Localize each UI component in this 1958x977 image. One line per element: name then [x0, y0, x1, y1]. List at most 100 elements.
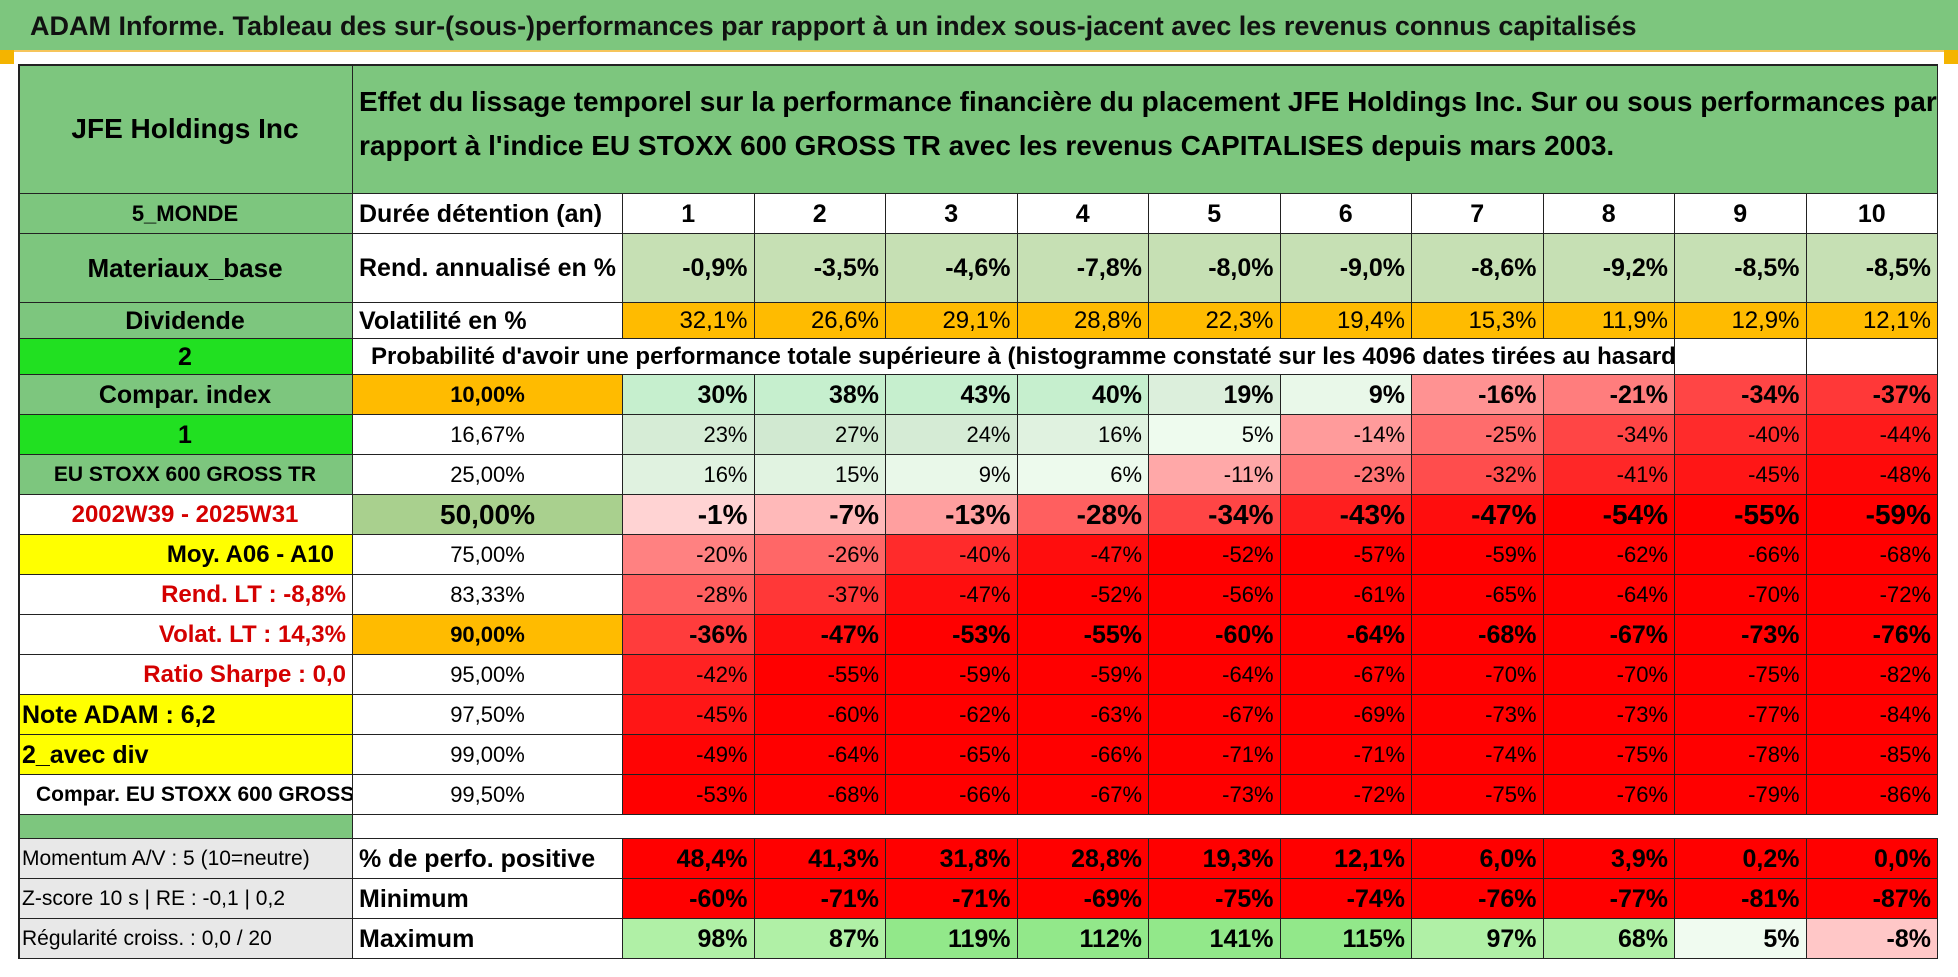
empty-cell[interactable] — [1675, 339, 1807, 375]
quantile-value-cell[interactable]: -69% — [1280, 695, 1412, 735]
quantile-value-cell[interactable]: -34% — [1675, 375, 1807, 415]
quantile-value-cell[interactable]: -28% — [1017, 495, 1149, 535]
zscore-label[interactable]: Z-score 10 s | RE : -0,1 | 0,2 — [18, 879, 353, 919]
year-header[interactable]: 8 — [1543, 194, 1675, 234]
volatility-cell[interactable]: 32,1% — [623, 303, 755, 339]
quantile-value-cell[interactable]: -73% — [1675, 615, 1807, 655]
probability-caption[interactable]: Probabilité d'avoir une performance tota… — [353, 339, 1675, 375]
quantile-value-cell[interactable]: -72% — [1280, 775, 1412, 815]
minimum-cell[interactable]: -77% — [1543, 879, 1675, 919]
quantile-value-cell[interactable]: -7% — [754, 495, 886, 535]
year-header[interactable]: 4 — [1017, 194, 1149, 234]
quantile-value-cell[interactable]: -59% — [1412, 535, 1544, 575]
sector-label[interactable]: Materiaux_base — [18, 234, 353, 303]
volatility-cell[interactable]: 12,9% — [1675, 303, 1807, 339]
quantile-value-cell[interactable]: -41% — [1543, 455, 1675, 495]
dividend-label[interactable]: Dividende — [18, 303, 353, 339]
maximum-cell[interactable]: 98% — [623, 919, 755, 959]
maximum-cell[interactable]: 119% — [886, 919, 1018, 959]
quantile-value-cell[interactable]: 16% — [623, 455, 755, 495]
minimum-cell[interactable]: -87% — [1806, 879, 1938, 919]
annual-return-cell[interactable]: -8,5% — [1675, 234, 1807, 303]
annual-return-cell[interactable]: -9,2% — [1543, 234, 1675, 303]
quantile-value-cell[interactable]: -62% — [1543, 535, 1675, 575]
positive-perf-cell[interactable]: 28,8% — [1017, 839, 1149, 879]
maximum-cell[interactable]: 97% — [1412, 919, 1544, 959]
quantile-value-cell[interactable]: -75% — [1412, 775, 1544, 815]
minimum-cell[interactable]: -75% — [1149, 879, 1281, 919]
quantile-value-cell[interactable]: -76% — [1806, 615, 1938, 655]
positive-perf-cell[interactable]: 0,2% — [1675, 839, 1807, 879]
quantile-label[interactable]: 50,00% — [353, 495, 623, 535]
quantile-value-cell[interactable]: -73% — [1543, 695, 1675, 735]
quantile-value-cell[interactable]: -68% — [1412, 615, 1544, 655]
quantile-value-cell[interactable]: -61% — [1280, 575, 1412, 615]
quantile-label[interactable]: 25,00% — [353, 455, 623, 495]
volatility-cell[interactable]: 26,6% — [754, 303, 886, 339]
quantile-value-cell[interactable]: 24% — [886, 415, 1018, 455]
quantile-value-cell[interactable]: -55% — [1017, 615, 1149, 655]
annual-return-cell[interactable]: -8,0% — [1149, 234, 1281, 303]
quantile-value-cell[interactable]: -43% — [1280, 495, 1412, 535]
quantile-value-cell[interactable]: -71% — [1280, 735, 1412, 775]
spacer-cell[interactable] — [18, 815, 353, 839]
minimum-cell[interactable]: -76% — [1412, 879, 1544, 919]
quantile-value-cell[interactable]: -42% — [623, 655, 755, 695]
positive-perf-cell[interactable]: 48,4% — [623, 839, 755, 879]
quantile-value-cell[interactable]: -23% — [1280, 455, 1412, 495]
minimum-cell[interactable]: -74% — [1280, 879, 1412, 919]
quantile-value-cell[interactable]: -28% — [623, 575, 755, 615]
quantile-value-cell[interactable]: -13% — [886, 495, 1018, 535]
quantile-value-cell[interactable]: 15% — [754, 455, 886, 495]
quantile-value-cell[interactable]: -82% — [1806, 655, 1938, 695]
minimum-cell[interactable]: -71% — [886, 879, 1018, 919]
quantile-value-cell[interactable]: -76% — [1543, 775, 1675, 815]
quantile-value-cell[interactable]: -25% — [1412, 415, 1544, 455]
quantile-label[interactable]: 99,50% — [353, 775, 623, 815]
year-header[interactable]: 1 — [623, 194, 755, 234]
duration-label[interactable]: Durée détention (an) — [353, 194, 623, 234]
quantile-value-cell[interactable]: -45% — [1675, 455, 1807, 495]
quantile-value-cell[interactable]: -53% — [886, 615, 1018, 655]
empty-cell[interactable] — [1806, 339, 1938, 375]
positive-perf-cell[interactable]: 12,1% — [1280, 839, 1412, 879]
quantile-value-cell[interactable]: -64% — [1543, 575, 1675, 615]
maximum-cell[interactable]: 112% — [1017, 919, 1149, 959]
table-description[interactable]: Effet du lissage temporel sur la perform… — [353, 64, 1938, 194]
quantile-label[interactable]: 16,67% — [353, 415, 623, 455]
quantile-value-cell[interactable]: -66% — [1017, 735, 1149, 775]
quantile-label[interactable]: 95,00% — [353, 655, 623, 695]
maximum-cell[interactable]: 115% — [1280, 919, 1412, 959]
maximum-cell[interactable]: 87% — [754, 919, 886, 959]
quantile-value-cell[interactable]: -59% — [886, 655, 1018, 695]
quantile-value-cell[interactable]: 27% — [754, 415, 886, 455]
minimum-cell[interactable]: -71% — [754, 879, 886, 919]
minimum-cell[interactable]: -60% — [623, 879, 755, 919]
volatility-cell[interactable]: 28,8% — [1017, 303, 1149, 339]
quantile-value-cell[interactable]: -47% — [886, 575, 1018, 615]
quantile-value-cell[interactable]: -40% — [886, 535, 1018, 575]
company-name[interactable]: JFE Holdings Inc — [18, 64, 353, 194]
quantile-value-cell[interactable]: 9% — [1280, 375, 1412, 415]
quantile-value-cell[interactable]: -75% — [1543, 735, 1675, 775]
quantile-value-cell[interactable]: -56% — [1149, 575, 1281, 615]
volatility-label[interactable]: Volatilité en % — [353, 303, 623, 339]
volatility-cell[interactable]: 29,1% — [886, 303, 1018, 339]
quantile-value-cell[interactable]: -1% — [623, 495, 755, 535]
quantile-value-cell[interactable]: -32% — [1412, 455, 1544, 495]
quantile-value-cell[interactable]: -68% — [1806, 535, 1938, 575]
long-term-return[interactable]: Rend. LT : -8,8% — [18, 575, 353, 615]
adam-note[interactable]: Note ADAM : 6,2 — [18, 695, 353, 735]
maximum-label[interactable]: Maximum — [353, 919, 623, 959]
year-header[interactable]: 9 — [1675, 194, 1807, 234]
quantile-value-cell[interactable]: -53% — [623, 775, 755, 815]
quantile-value-cell[interactable]: -26% — [754, 535, 886, 575]
quantile-value-cell[interactable]: -70% — [1543, 655, 1675, 695]
index-number-cell[interactable]: 1 — [18, 415, 353, 455]
positive-perf-cell[interactable]: 0,0% — [1806, 839, 1938, 879]
quantile-value-cell[interactable]: 40% — [1017, 375, 1149, 415]
sharpe-ratio[interactable]: Ratio Sharpe : 0,0 — [18, 655, 353, 695]
quantile-value-cell[interactable]: 5% — [1149, 415, 1281, 455]
comparison-name[interactable]: Compar. EU STOXX 600 GROSS TR — [18, 775, 353, 815]
quantile-value-cell[interactable]: -49% — [623, 735, 755, 775]
